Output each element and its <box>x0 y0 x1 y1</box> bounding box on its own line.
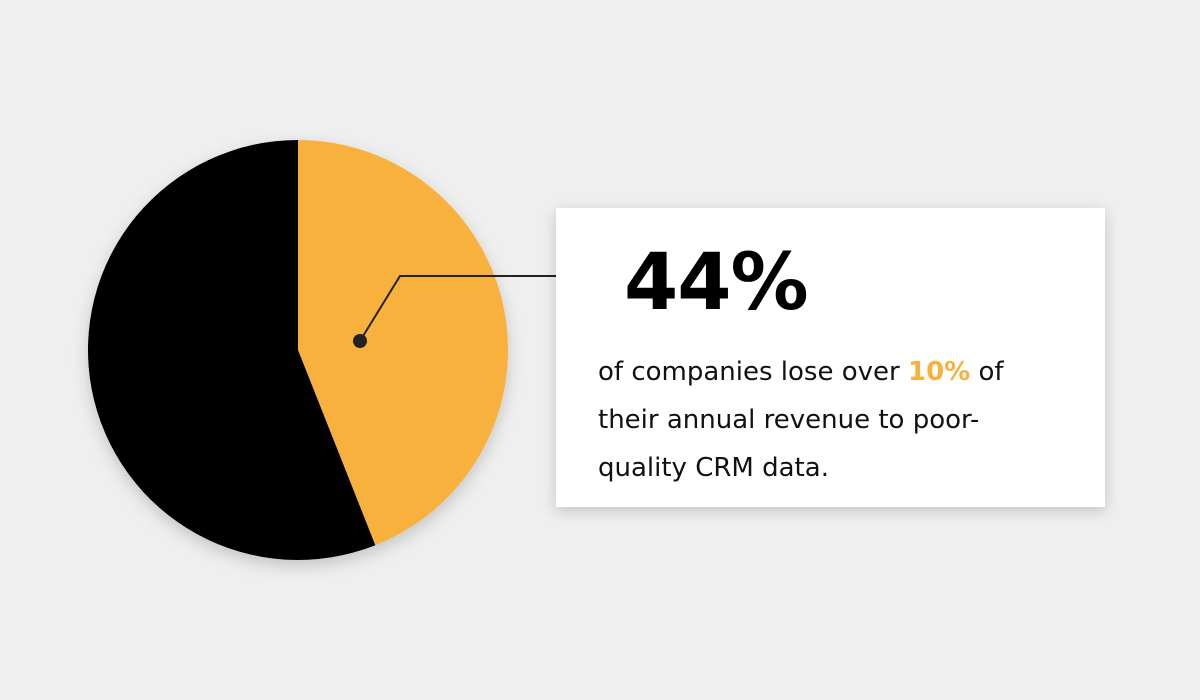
callout-box: 44% of companies lose over 10% of their … <box>556 208 1105 507</box>
pie-slice <box>298 140 508 546</box>
pie-slice <box>87 140 376 560</box>
annotation-text: of companies lose over <box>598 357 900 387</box>
value-label: 44% <box>624 238 809 328</box>
annotation-text: of their annual revenue to poor-quality … <box>598 357 1004 483</box>
callout-dot <box>353 334 367 348</box>
pie <box>87 140 508 560</box>
annotation: of companies lose over 10% of their annu… <box>598 348 1048 492</box>
callout-line <box>359 275 556 342</box>
annotation-highlight: 10% <box>907 357 971 387</box>
